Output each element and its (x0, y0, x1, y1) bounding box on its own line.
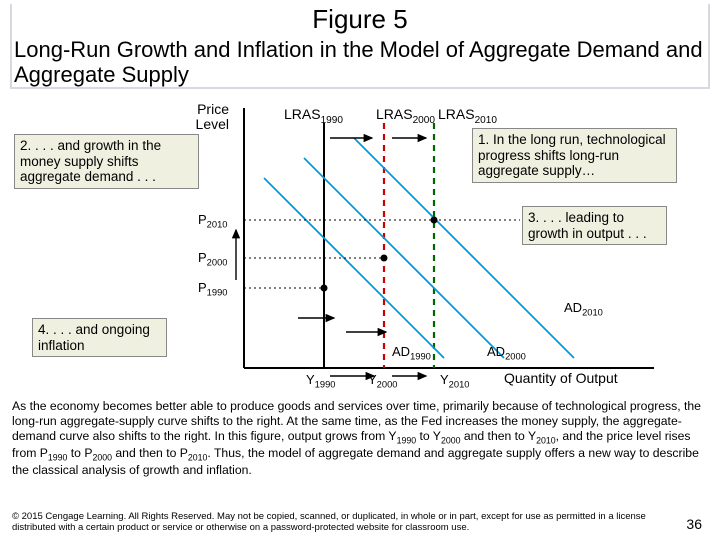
p1990-label: P1990 (198, 280, 227, 298)
ad2010-label: AD2010 (564, 300, 603, 318)
lras2000-label: LRAS2000 (376, 106, 435, 126)
page-number: 36 (686, 516, 702, 532)
title-frame (10, 4, 710, 89)
ad1990-label: AD1990 (392, 344, 431, 362)
p2010-label: P2010 (198, 212, 227, 230)
lras2010-label: LRAS2010 (438, 106, 497, 126)
annotation-4: 4. . . . and ongoing inflation (32, 318, 167, 357)
y2010-label: Y2010 (440, 372, 469, 390)
lras1990-label: LRAS1990 (284, 106, 343, 126)
y-axis-label: PriceLevel (169, 102, 229, 133)
annotation-2: 2. . . . and growth in the money supply … (14, 134, 199, 189)
caption: As the economy becomes better able to pr… (12, 399, 708, 478)
y1990-label: Y1990 (306, 372, 335, 390)
copyright: © 2015 Cengage Learning. All Rights Rese… (12, 512, 652, 534)
annotation-3: 3. . . . leading to growth in output . .… (522, 206, 667, 245)
ad2000-label: AD2000 (487, 344, 526, 362)
x-axis-label: Quantity of Output (504, 370, 618, 386)
y2000-label: Y2000 (368, 372, 397, 390)
p2000-label: P2000 (198, 250, 227, 268)
annotation-1: 1. In the long run, technological progre… (472, 128, 677, 183)
chart-area: PriceLevel 2. . . . and growth in the mo… (14, 98, 706, 398)
